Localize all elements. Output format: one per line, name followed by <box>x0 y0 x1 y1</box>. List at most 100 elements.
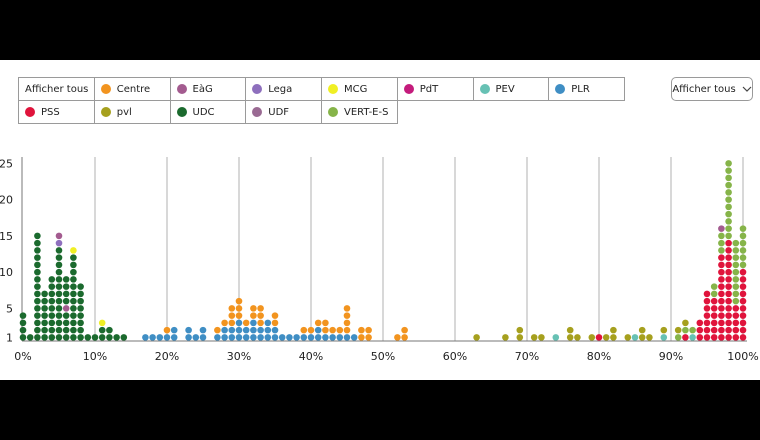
legend-item-vert-e-s[interactable]: VERT-E-S <box>322 101 398 124</box>
data-point <box>365 334 372 341</box>
data-point <box>322 319 329 327</box>
dot-histogram-chart: 0% 10% 20% 30% 40% 50% 60% 70% 80% 90% 100%1510152… <box>0 157 759 363</box>
data-point <box>77 283 84 290</box>
legend-label: VERT-E-S <box>344 106 389 118</box>
data-point <box>19 326 27 334</box>
data-point <box>718 312 725 319</box>
data-point <box>732 297 740 305</box>
data-point <box>70 312 77 319</box>
legend-item-lega[interactable]: Lega <box>246 78 322 101</box>
show-all-dropdown[interactable]: Afficher tous <box>671 77 753 101</box>
legend-label: Centre <box>116 83 151 95</box>
legend-swatch <box>176 84 187 94</box>
data-point <box>26 334 34 341</box>
data-point <box>70 305 77 312</box>
data-point <box>732 261 740 269</box>
data-point <box>718 334 725 341</box>
data-point <box>314 334 322 341</box>
data-point <box>228 326 236 334</box>
data-point <box>62 290 70 298</box>
data-point <box>401 326 408 334</box>
data-point <box>732 305 740 312</box>
data-point <box>192 334 200 341</box>
legend-item-e-g[interactable]: EàG <box>170 78 247 101</box>
data-point <box>696 319 704 327</box>
data-point <box>307 326 315 334</box>
data-point <box>55 254 63 261</box>
data-point <box>55 312 63 319</box>
legend-item-mcg[interactable]: MCG <box>322 78 398 101</box>
x-tick-label: 60% <box>443 350 467 363</box>
data-point <box>250 305 257 312</box>
data-point <box>235 312 243 319</box>
legend-item-udf[interactable]: UDF <box>246 101 322 124</box>
data-point <box>502 334 509 341</box>
dropdown-label: Afficher tous <box>672 83 736 95</box>
data-point <box>739 254 747 261</box>
legend-item-pdt[interactable]: PdT <box>397 78 474 101</box>
data-point <box>70 319 77 327</box>
data-point <box>34 268 41 276</box>
legend-item-plr[interactable]: PLR <box>549 78 625 101</box>
data-point <box>631 334 639 341</box>
legend-item-pss[interactable]: PSS <box>19 101 95 124</box>
data-point <box>221 334 228 341</box>
data-point <box>278 334 286 341</box>
data-point <box>55 326 63 334</box>
data-point <box>149 334 156 341</box>
data-point <box>98 334 106 341</box>
data-point <box>329 326 336 334</box>
legend-item-afficher-tous[interactable]: Afficher tous <box>19 78 95 101</box>
data-point <box>228 305 236 312</box>
data-point <box>199 326 207 334</box>
data-point <box>170 326 178 334</box>
data-point <box>739 290 747 298</box>
legend-item-udc[interactable]: UDC <box>170 101 247 124</box>
data-point <box>725 326 732 334</box>
data-point <box>48 319 56 327</box>
data-point <box>34 312 41 319</box>
data-point <box>300 326 308 334</box>
data-point <box>725 334 732 341</box>
data-point <box>739 312 747 319</box>
data-point <box>264 326 272 334</box>
data-point <box>34 290 41 298</box>
y-tick-label: 10 <box>0 266 13 279</box>
data-point <box>106 326 113 334</box>
data-point <box>62 334 70 341</box>
data-point <box>610 326 617 334</box>
data-point <box>718 326 725 334</box>
data-point <box>739 276 747 283</box>
data-point <box>552 334 560 341</box>
data-point <box>62 305 70 312</box>
legend-swatch <box>328 107 338 117</box>
legend-swatch <box>252 107 263 117</box>
data-point <box>710 283 718 290</box>
legend-label: PLR <box>571 83 590 95</box>
data-point <box>221 326 228 334</box>
data-point <box>41 326 48 334</box>
data-point <box>739 305 747 312</box>
legend-item-centre[interactable]: Centre <box>94 78 171 101</box>
data-point <box>70 326 77 334</box>
legend-item-pev[interactable]: PEV <box>473 78 550 101</box>
data-point <box>732 276 740 283</box>
data-point <box>674 326 682 334</box>
data-point <box>725 254 732 261</box>
data-point <box>725 189 732 196</box>
data-point <box>264 334 272 341</box>
data-point <box>55 261 63 269</box>
data-point <box>48 334 56 341</box>
x-tick-label: 0% <box>14 350 31 363</box>
data-point <box>516 326 524 334</box>
data-point <box>77 334 84 341</box>
x-tick-label: 100% <box>727 350 758 363</box>
data-point <box>718 232 725 240</box>
data-point <box>710 326 718 334</box>
data-point <box>660 334 668 341</box>
data-point <box>242 319 250 327</box>
data-point <box>718 261 725 269</box>
data-point <box>732 312 740 319</box>
data-point <box>732 239 740 247</box>
legend-item-pvl[interactable]: pvl <box>94 101 171 124</box>
